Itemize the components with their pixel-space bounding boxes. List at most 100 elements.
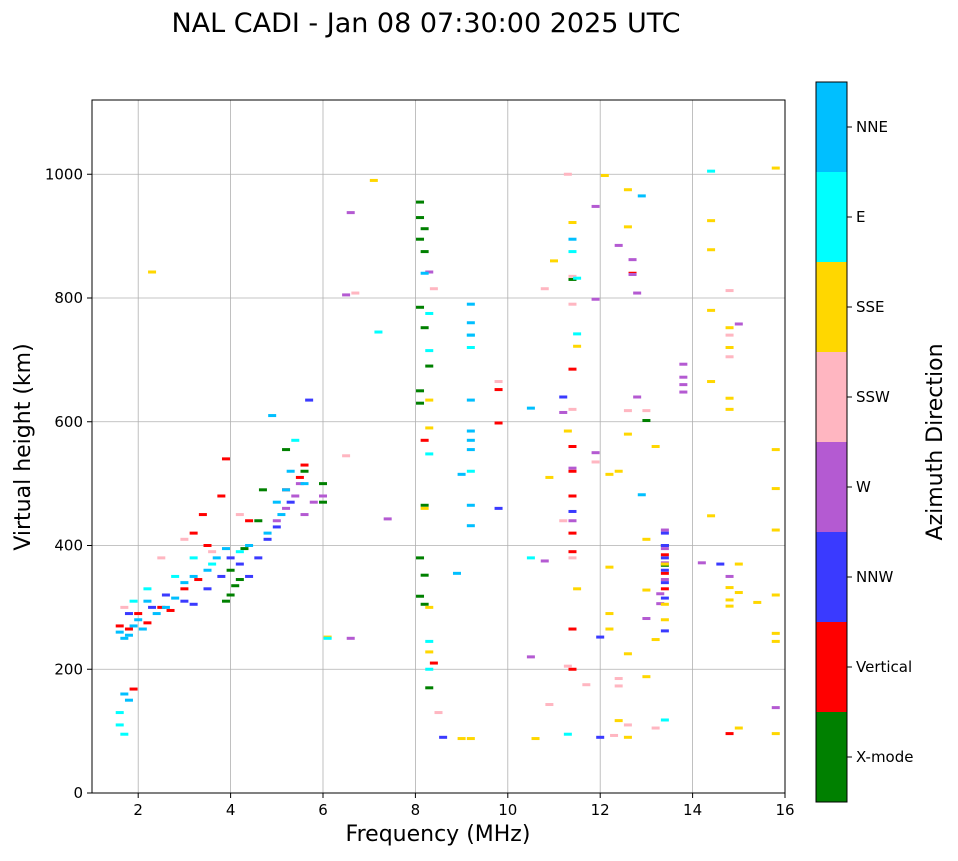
data-point (573, 587, 582, 591)
data-point (263, 531, 272, 535)
data-point (771, 166, 780, 170)
data-point (226, 556, 235, 560)
data-point (466, 503, 475, 507)
data-point (120, 636, 129, 640)
data-point (725, 604, 734, 608)
data-point (563, 429, 572, 433)
data-point (605, 627, 614, 631)
data-point (425, 349, 434, 353)
data-point (568, 667, 577, 671)
data-point (573, 276, 582, 280)
data-point (605, 612, 614, 616)
x-tick-label: 2 (133, 801, 143, 819)
data-point (642, 588, 651, 592)
data-point (425, 311, 434, 315)
data-point (734, 562, 743, 566)
data-point (416, 200, 425, 204)
data-point (568, 221, 577, 225)
data-point (425, 452, 434, 456)
data-point (120, 692, 129, 696)
data-point (189, 556, 198, 560)
data-point (282, 448, 291, 452)
colorbar-segment (816, 712, 847, 802)
data-point (494, 380, 503, 384)
data-point (614, 469, 623, 473)
data-point (115, 711, 124, 715)
data-point (420, 326, 429, 330)
data-point (425, 667, 434, 671)
x-tick-label: 10 (498, 801, 517, 819)
data-point (725, 732, 734, 736)
data-point (466, 438, 475, 442)
colorbar-segment (816, 262, 847, 352)
data-point (568, 550, 577, 554)
data-point (573, 344, 582, 348)
data-point (203, 568, 212, 572)
data-point (633, 291, 642, 295)
data-point (300, 513, 309, 517)
series-nne (115, 194, 646, 702)
data-point (148, 605, 157, 609)
data-point (416, 216, 425, 220)
data-point (124, 633, 133, 637)
data-point (582, 683, 591, 687)
data-point (342, 454, 351, 458)
chart-title: NAL CADI - Jan 08 07:30:00 2025 UTC (171, 8, 680, 39)
colorbar-frame (815, 81, 848, 803)
data-point (771, 487, 780, 491)
data-point (115, 624, 124, 628)
data-point (124, 627, 133, 631)
data-point (660, 571, 669, 575)
data-point (651, 445, 660, 448)
data-point (771, 448, 780, 452)
data-point (129, 624, 138, 628)
data-point (416, 305, 425, 309)
data-point (707, 308, 716, 312)
data-point (563, 664, 572, 668)
data-point (550, 259, 558, 263)
data-point (568, 445, 577, 448)
data-point (697, 561, 706, 565)
data-point (466, 321, 475, 325)
data-point (623, 225, 632, 229)
data-point (420, 573, 429, 577)
data-point (637, 194, 646, 198)
x-tick-label: 6 (318, 801, 328, 819)
data-point (660, 618, 669, 622)
data-point (725, 574, 734, 578)
data-point (416, 401, 425, 405)
data-point (420, 602, 429, 606)
data-point (660, 602, 669, 606)
data-point (600, 173, 609, 177)
data-point (203, 587, 212, 591)
data-point (568, 494, 577, 498)
data-point (660, 547, 669, 551)
data-point (189, 531, 198, 535)
data-point (346, 211, 355, 215)
colorbar-segment (816, 442, 847, 532)
data-point (300, 482, 309, 486)
colorbar-label: Vertical (856, 658, 912, 676)
colorbar-label: NNW (856, 568, 893, 586)
data-point (143, 587, 152, 591)
colorbar: X-mode Vertical NNW W SSW SSE E NNE (815, 81, 913, 803)
data-point (628, 258, 637, 262)
colorbar-segment (816, 352, 847, 442)
data-point (189, 602, 198, 606)
data-point (707, 380, 716, 384)
data-point (434, 711, 443, 715)
data-point (660, 718, 669, 722)
series-ssw (120, 172, 734, 737)
data-point (494, 421, 503, 425)
data-point (568, 367, 577, 371)
data-point (429, 661, 438, 665)
colorbar-segment (816, 82, 847, 172)
data-point (563, 172, 572, 176)
data-point (734, 322, 743, 326)
data-point (235, 550, 244, 554)
data-point (457, 737, 466, 741)
y-axis: 0 200 400 600 800 1000 (45, 165, 92, 802)
data-point (240, 547, 249, 551)
data-point (148, 270, 157, 274)
